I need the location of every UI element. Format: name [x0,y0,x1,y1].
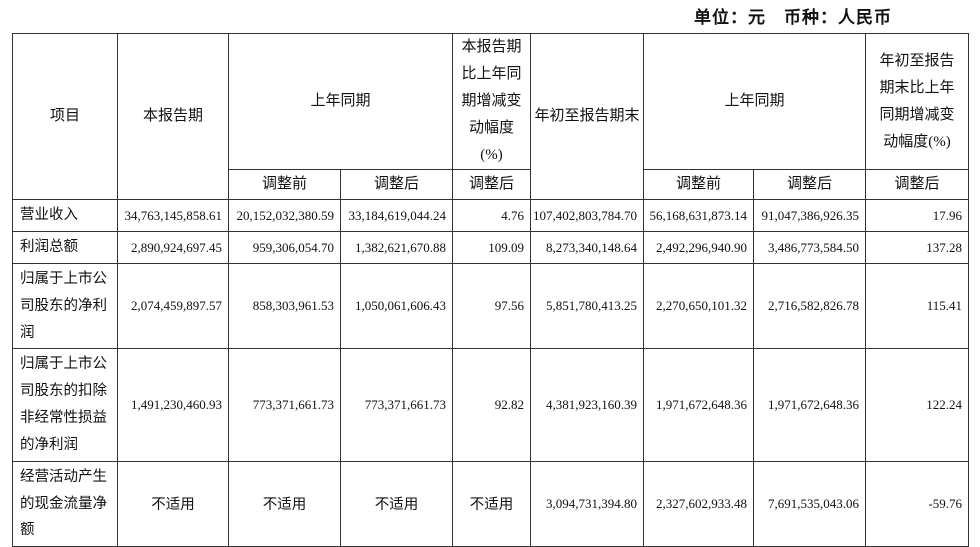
subheader-after-adjustment: 调整后 [339,169,454,200]
value-cell: 7,691,535,043.06 [753,460,867,547]
header-prior-period: 上年同期 [227,33,454,170]
subheader-after-adjustment: 调整后 [452,169,532,200]
value-cell: 不适用 [339,460,454,547]
value-cell: 2,716,582,826.78 [753,262,867,350]
report-page: 单位：元 币种：人民币 项目 本报告期 上年同期 本报告期比上年同期增减变动幅度… [12,8,970,547]
value-cell: 3,094,731,394.80 [530,460,645,547]
subheader-after-adjustment: 调整后 [753,169,867,200]
value-cell: 1,971,672,648.36 [643,348,755,462]
value-cell: 4.76 [452,199,532,232]
table-row-net-profit: 归属于上市公司股东的净利润 2,074,459,897.57 858,303,9… [12,262,970,350]
item-cell: 归属于上市公司股东的净利润 [12,262,118,350]
financial-summary-table: 项目 本报告期 上年同期 本报告期比上年同期增减变动幅度(%) 年初至报告期末 … [12,33,970,547]
header-row-secondary: 调整前 调整后 调整后 调整前 调整后 调整后 [13,169,970,200]
value-cell: 3,486,773,584.50 [753,231,867,264]
value-cell: 137.28 [865,231,970,264]
value-cell: 773,371,661.73 [339,348,454,462]
value-cell: 5,851,780,413.25 [530,262,645,350]
header-current-period: 本报告期 [117,33,229,200]
value-cell: 97.56 [452,262,532,350]
value-cell: 115.41 [865,262,970,350]
value-cell: 56,168,631,873.14 [643,199,755,232]
value-cell: 2,074,459,897.57 [117,262,229,350]
header-current-change-pct: 本报告期比上年同期增减变动幅度(%) [452,33,532,170]
value-cell: 不适用 [117,460,229,547]
value-cell: 122.24 [865,348,970,462]
item-cell: 利润总额 [12,231,118,264]
value-cell: 不适用 [228,460,341,547]
value-cell: 1,491,230,460.93 [117,348,229,462]
header-ytd-change-pct: 年初至报告期末比上年同期增减变动幅度(%) [865,33,970,170]
value-cell: -59.76 [865,460,970,547]
value-cell: 1,971,672,648.36 [753,348,867,462]
value-cell: 8,273,340,148.64 [530,231,645,264]
value-cell: 1,050,061,606.43 [339,262,454,350]
subheader-before-adjustment: 调整前 [643,169,755,200]
subheader-after-adjustment: 调整后 [865,169,970,200]
value-cell: 1,382,621,670.88 [339,231,454,264]
value-cell: 92.82 [452,348,532,462]
table-row-operating-cash-flow: 经营活动产生的现金流量净额 不适用 不适用 不适用 不适用 3,094,731,… [12,460,970,547]
value-cell: 959,306,054.70 [228,231,341,264]
header-ytd: 年初至报告期末 [530,33,645,200]
value-cell: 33,184,619,044.24 [339,199,454,232]
value-cell: 2,270,650,101.32 [643,262,755,350]
value-cell: 109.09 [452,231,532,264]
value-cell: 17.96 [865,199,970,232]
subheader-before-adjustment: 调整前 [228,169,341,200]
value-cell: 107,402,803,784.70 [530,199,645,232]
header-item-column: 项目 [12,33,118,200]
item-cell: 归属于上市公司股东的扣除非经常性损益的净利润 [12,348,118,462]
value-cell: 34,763,145,858.61 [117,199,229,232]
table-row-net-profit-excl-nonrecurring: 归属于上市公司股东的扣除非经常性损益的净利润 1,491,230,460.93 … [12,348,970,462]
currency-unit-label: 单位：元 币种：人民币 [694,8,892,27]
value-cell: 858,303,961.53 [228,262,341,350]
table-row-total-profit: 利润总额 2,890,924,697.45 959,306,054.70 1,3… [12,231,970,264]
item-cell: 经营活动产生的现金流量净额 [12,460,118,547]
value-cell: 2,327,602,933.48 [643,460,755,547]
value-cell: 2,890,924,697.45 [117,231,229,264]
value-cell: 不适用 [452,460,532,547]
table-row-revenue: 营业收入 34,763,145,858.61 20,152,032,380.59… [12,199,970,232]
value-cell: 91,047,386,926.35 [753,199,867,232]
header-prior-ytd-period: 上年同期 [643,33,867,170]
value-cell: 773,371,661.73 [228,348,341,462]
value-cell: 2,492,296,940.90 [643,231,755,264]
header-row-primary: 项目 本报告期 上年同期 本报告期比上年同期增减变动幅度(%) 年初至报告期末 … [12,33,970,200]
item-cell: 营业收入 [12,199,118,232]
value-cell: 4,381,923,160.39 [530,348,645,462]
value-cell: 20,152,032,380.59 [228,199,341,232]
